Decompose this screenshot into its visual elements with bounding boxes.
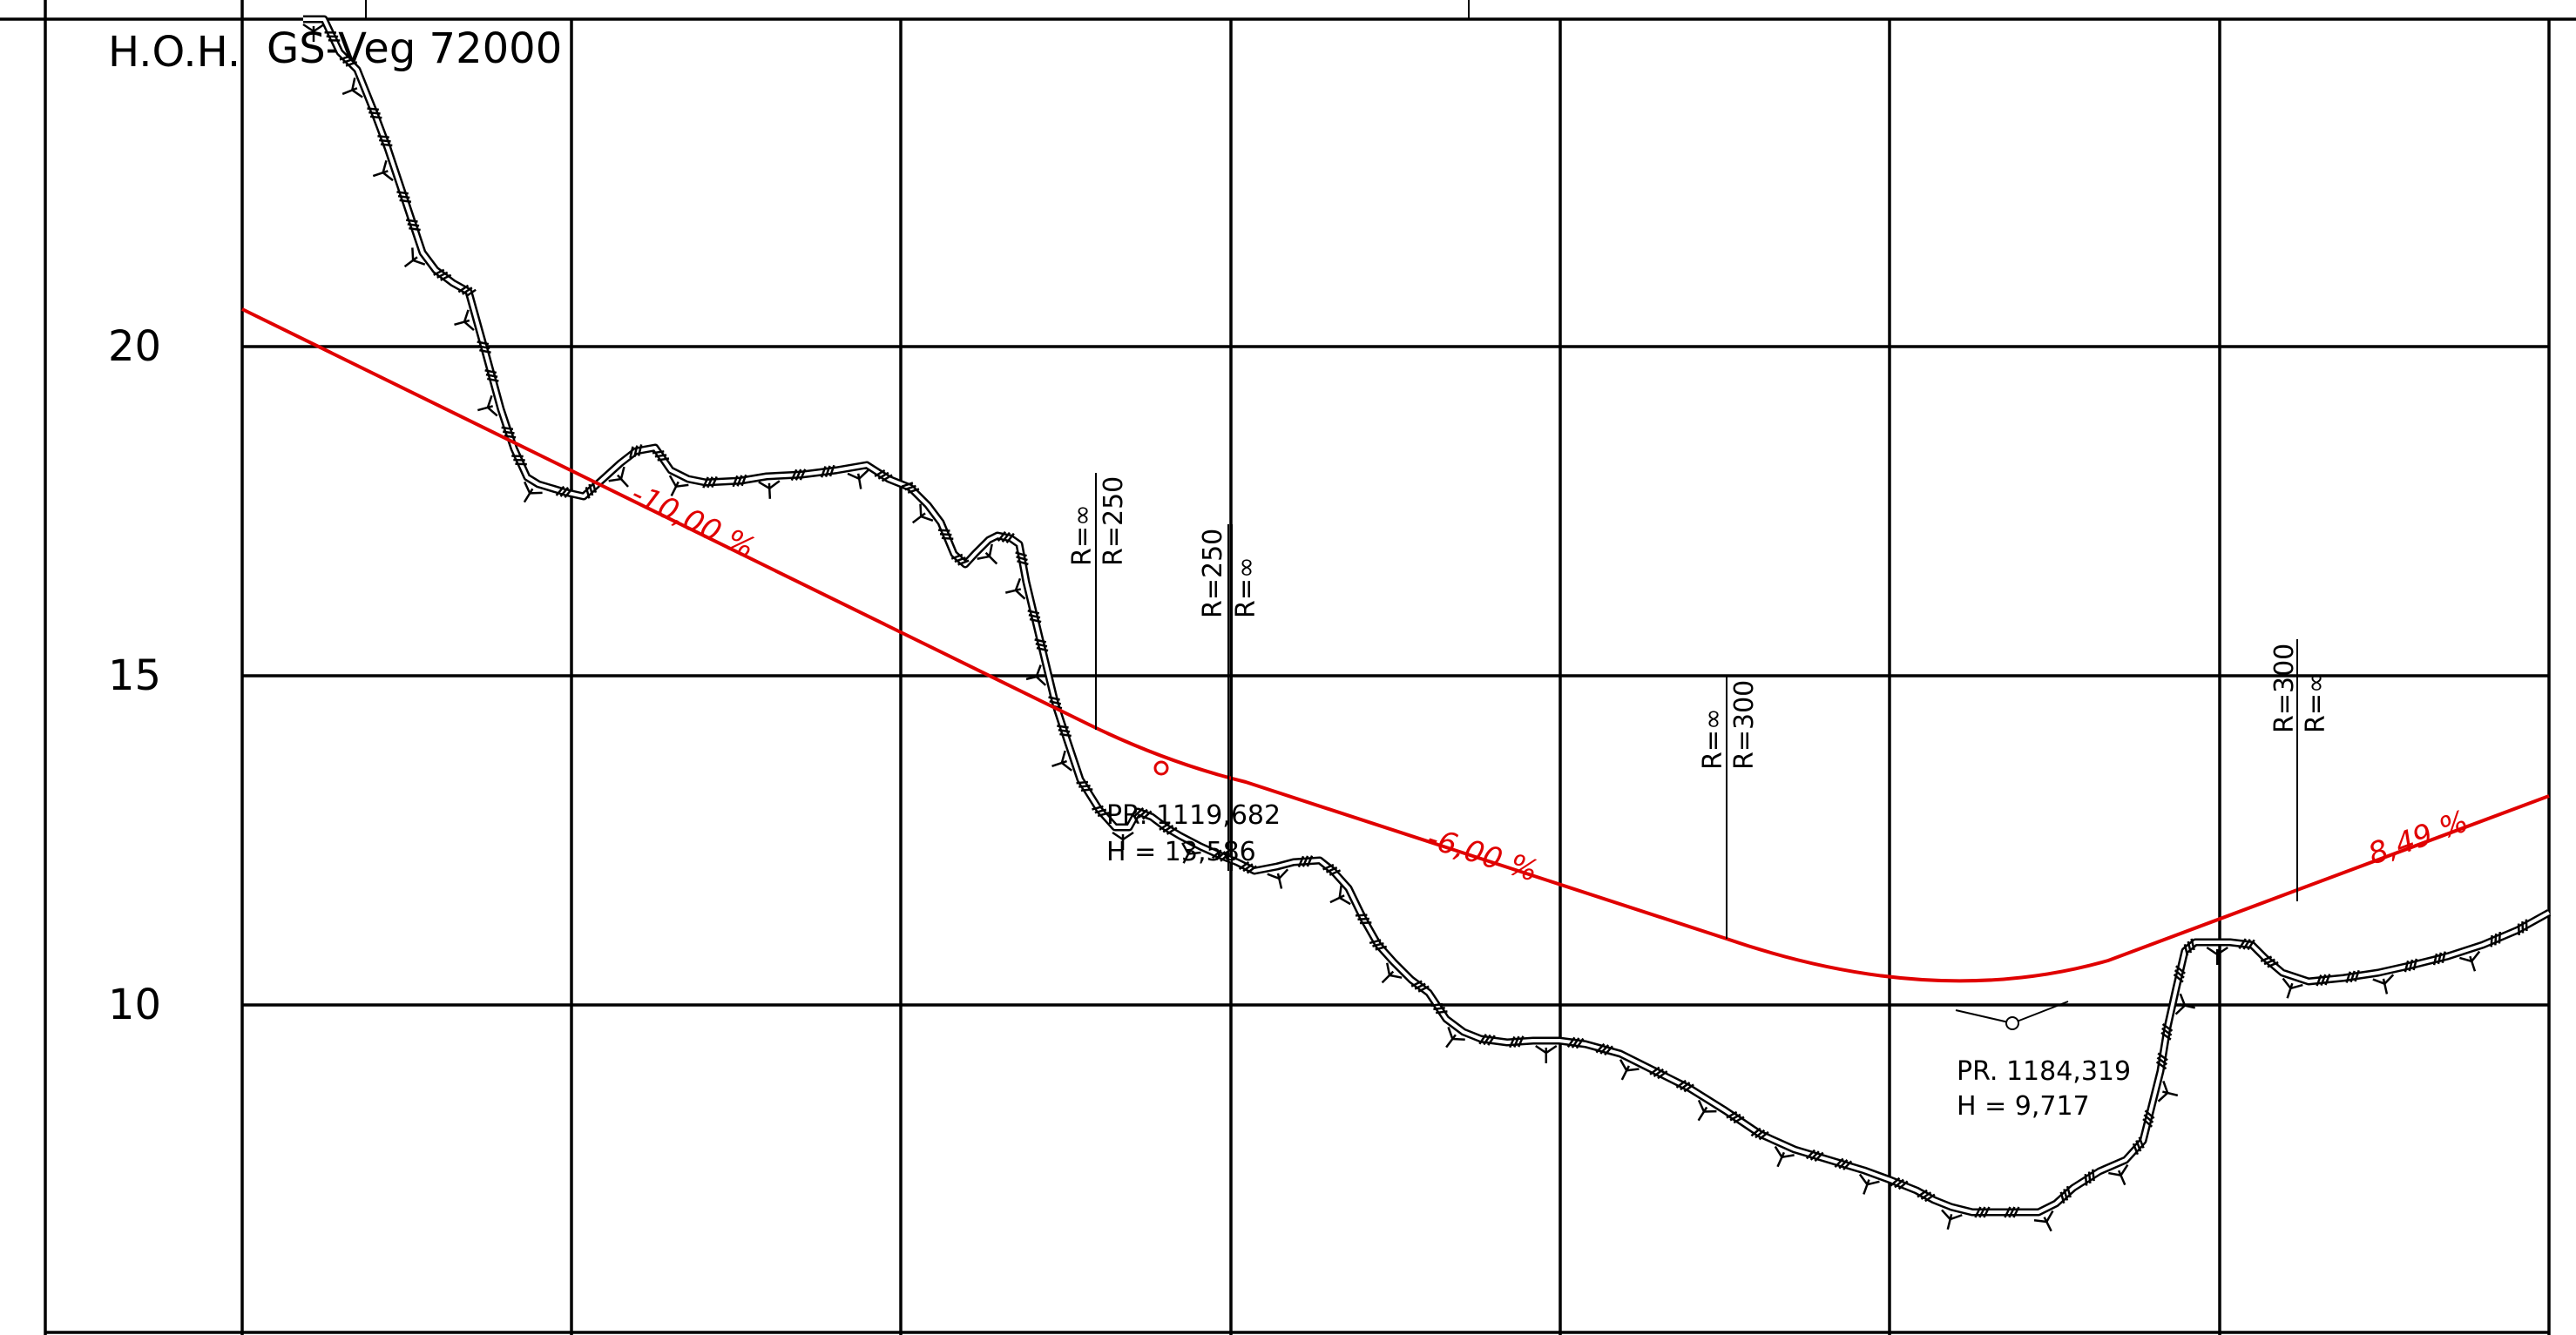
curve-radius-marker-2: R=250 R=∞ <box>1198 524 1261 871</box>
terrain-line <box>303 15 2552 1217</box>
curve-radius-lower-4: R=300 <box>2269 644 2300 733</box>
curve-radius-marker-1: R=∞ R=250 <box>1067 473 1129 730</box>
curve-radius-upper-2: R=∞ <box>1231 556 1261 618</box>
vertical-curve-point-1 <box>1153 760 1169 776</box>
grade-label-3: 8,49 % <box>2363 804 2472 872</box>
curve-radius-lower-3: R=∞ <box>1698 708 1728 770</box>
design-gradeline <box>241 307 2550 983</box>
hoh-label: H.O.H. <box>108 28 240 77</box>
road-name-label: GS-Veg 72000 <box>267 24 562 73</box>
terrain-profile <box>302 15 2552 1232</box>
curve-radius-marker-3: R=∞ R=300 <box>1698 676 1760 939</box>
grade-label-1: -10,00 % <box>625 476 761 566</box>
curve-radius-lower-2: R=250 <box>1198 529 1228 618</box>
elevation-label-10: 10 <box>108 981 161 1029</box>
low-point-profile: PR. 1184,319 <box>1957 1056 2131 1087</box>
high-point-profile: PR. 1119,682 <box>1106 800 1281 831</box>
low-point-marker <box>1955 1001 2069 1030</box>
terrain-hatch-marks <box>302 23 2528 1232</box>
curve-radius-marker-4: R=300 R=∞ <box>2269 639 2331 901</box>
grade-label-2: -6,00 % <box>1423 821 1542 890</box>
curve-radius-lower-1: R=∞ <box>1067 504 1098 566</box>
curve-radius-upper-4: R=∞ <box>2301 671 2331 733</box>
curve-radius-upper-1: R=250 <box>1099 476 1129 566</box>
elevation-label-20: 20 <box>108 322 161 371</box>
low-point-height: H = 9,717 <box>1957 1091 2090 1122</box>
high-point-height: H = 13,586 <box>1106 837 1256 867</box>
elevation-label-15: 15 <box>108 651 161 700</box>
curve-radius-upper-3: R=300 <box>1729 680 1760 770</box>
